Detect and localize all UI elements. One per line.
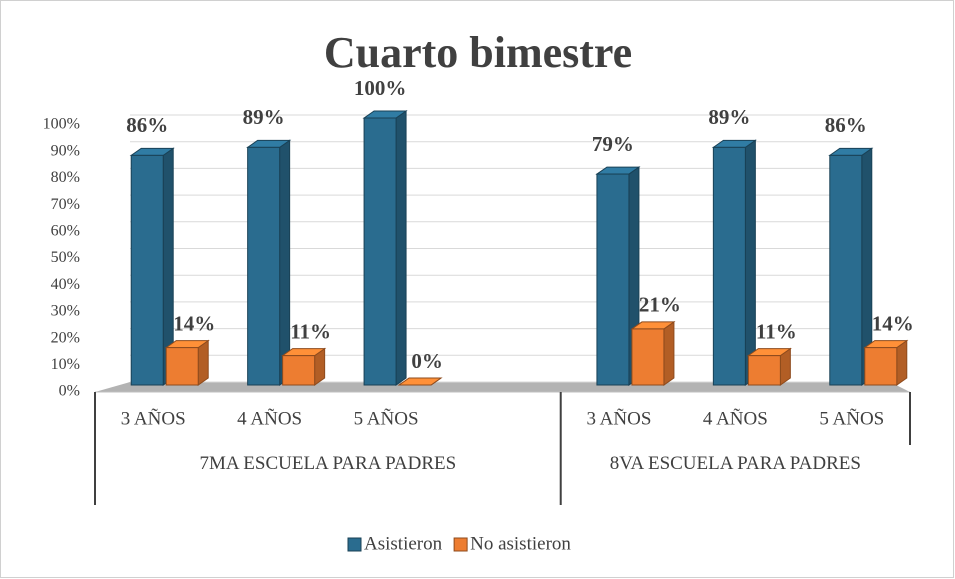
bar-side xyxy=(395,110,407,386)
legend-swatch xyxy=(453,537,468,552)
bar xyxy=(595,166,641,386)
y-tick-label: 60% xyxy=(51,222,80,239)
bar-side xyxy=(896,339,908,386)
x-tick-label: 4 AÑOS xyxy=(237,407,302,429)
legend-swatch xyxy=(347,537,362,552)
x-tick-label: 3 AÑOS xyxy=(586,407,651,429)
bar-front xyxy=(864,347,898,386)
data-label: 86% xyxy=(126,113,168,137)
bar xyxy=(164,339,210,386)
data-label: 11% xyxy=(290,319,331,343)
bar-front xyxy=(712,146,746,386)
x-tick-label: 5 AÑOS xyxy=(354,407,419,429)
bar-front xyxy=(829,154,863,386)
bar xyxy=(828,147,874,386)
x-tick-label: 5 AÑOS xyxy=(819,407,884,429)
bar xyxy=(630,320,676,386)
y-tick-label: 40% xyxy=(51,276,80,293)
data-label: 14% xyxy=(872,311,914,335)
group-label-box: 8VA ESCUELA PARA PADRES xyxy=(609,453,861,474)
data-label: 89% xyxy=(708,105,750,129)
legend-label: No asistieron xyxy=(470,533,571,554)
y-tick-label: 90% xyxy=(51,142,80,159)
x-tick-label: 4 AÑOS xyxy=(703,407,768,429)
group-label-box: 7MA ESCUELA PARA PADRES xyxy=(199,453,457,474)
bar-front xyxy=(130,154,164,386)
y-tick-label: 20% xyxy=(51,329,80,346)
bar-side xyxy=(744,139,756,386)
data-label: 11% xyxy=(756,319,797,343)
group-label: 7MA ESCUELA PARA PADRES xyxy=(199,453,457,474)
bar xyxy=(711,139,757,386)
x-tick-label: 3 AÑOS xyxy=(121,407,186,429)
y-tick-label: 0% xyxy=(59,383,80,400)
bar-side xyxy=(663,320,675,386)
group-label: 8VA ESCUELA PARA PADRES xyxy=(609,453,861,474)
bar xyxy=(397,377,443,386)
bar-front xyxy=(282,355,316,386)
data-label: 89% xyxy=(243,105,285,129)
bar-front xyxy=(363,117,397,386)
data-label: 21% xyxy=(639,293,681,317)
floor xyxy=(95,382,910,392)
data-label: 79% xyxy=(592,132,634,156)
bar xyxy=(246,139,292,386)
data-label: 86% xyxy=(825,113,867,137)
bar-front xyxy=(247,146,281,386)
bar-side xyxy=(279,139,291,386)
chart-title: Cuarto bimestre xyxy=(324,28,632,77)
bar xyxy=(746,347,792,386)
y-tick-label: 80% xyxy=(51,169,80,186)
data-label: 0% xyxy=(411,349,443,373)
y-tick-label: 30% xyxy=(51,303,80,320)
y-tick-label: 100% xyxy=(43,116,80,133)
bar-top xyxy=(397,377,443,386)
data-label: 14% xyxy=(173,311,215,335)
y-tick-label: 50% xyxy=(51,249,80,266)
bar-front xyxy=(596,173,630,386)
bar-front xyxy=(165,347,199,386)
bar xyxy=(281,347,327,386)
bar xyxy=(863,339,909,386)
y-tick-label: 70% xyxy=(51,196,80,213)
bar xyxy=(362,110,408,386)
bar-front xyxy=(747,355,781,386)
bar-side xyxy=(197,339,209,386)
bar-front xyxy=(631,328,665,386)
data-label: 100% xyxy=(354,76,407,100)
legend-label: Asistieron xyxy=(364,533,443,554)
y-tick-label: 10% xyxy=(51,356,80,373)
